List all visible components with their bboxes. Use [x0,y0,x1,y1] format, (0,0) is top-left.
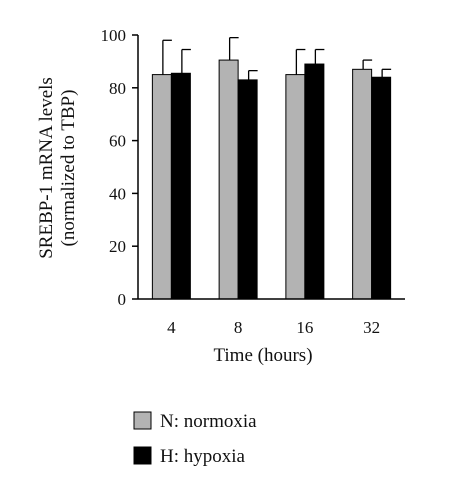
error-bar-normoxia-32h [362,59,373,70]
error-bar-normoxia-16h [295,48,306,75]
axes: 0 20 40 60 80 100 4 8 16 32 [101,26,405,337]
bar-hypoxia-8h [237,79,258,300]
y-tick-label-0: 0 [118,290,127,309]
error-bar-hypoxia-4h [181,48,191,74]
y-tick-label-40: 40 [109,184,126,203]
error-bar-normoxia-8h [228,36,239,61]
bar-normoxia-16h [285,74,306,300]
y-axis-title-line1: SREBP-1 mRNA levels [36,77,57,259]
bar-normoxia-32h [352,68,373,300]
error-bar-hypoxia-8h [247,69,258,80]
x-tick-label-32: 32 [363,318,380,337]
legend-swatch-normoxia [133,411,152,430]
y-tick-label-80: 80 [109,79,126,98]
legend-item-normoxia: N: normoxia [133,411,257,432]
error-bar-normoxia-4h [162,39,172,75]
bar-normoxia-8h [218,59,239,300]
y-tick-label-20: 20 [109,237,126,256]
y-axis-title: SREBP-1 mRNA levels (normalized to TBP) [36,77,79,259]
y-tick-label-100: 100 [101,26,127,45]
bar-hypoxia-16h [304,63,325,300]
x-axis-title: Time (hours) [213,345,312,366]
plot-area [151,36,392,300]
bar-hypoxia-32h [371,76,392,300]
legend-swatch-hypoxia [133,446,152,465]
x-tick-label-16: 16 [296,318,313,337]
legend-item-hypoxia: H: hypoxia [133,446,246,467]
x-tick-label-8: 8 [234,318,243,337]
x-tick-label-4: 4 [167,318,176,337]
legend-label-hypoxia: H: hypoxia [160,446,246,467]
legend: N: normoxia H: hypoxia [133,411,257,467]
bar-normoxia-4h [151,74,172,300]
error-bar-hypoxia-16h [314,48,325,65]
legend-label-normoxia: N: normoxia [160,411,257,432]
y-tick-label-60: 60 [109,132,126,151]
bar-hypoxia-4h [170,72,191,300]
y-axis-title-line2: (normalized to TBP) [58,90,79,247]
error-bar-hypoxia-32h [381,68,392,78]
